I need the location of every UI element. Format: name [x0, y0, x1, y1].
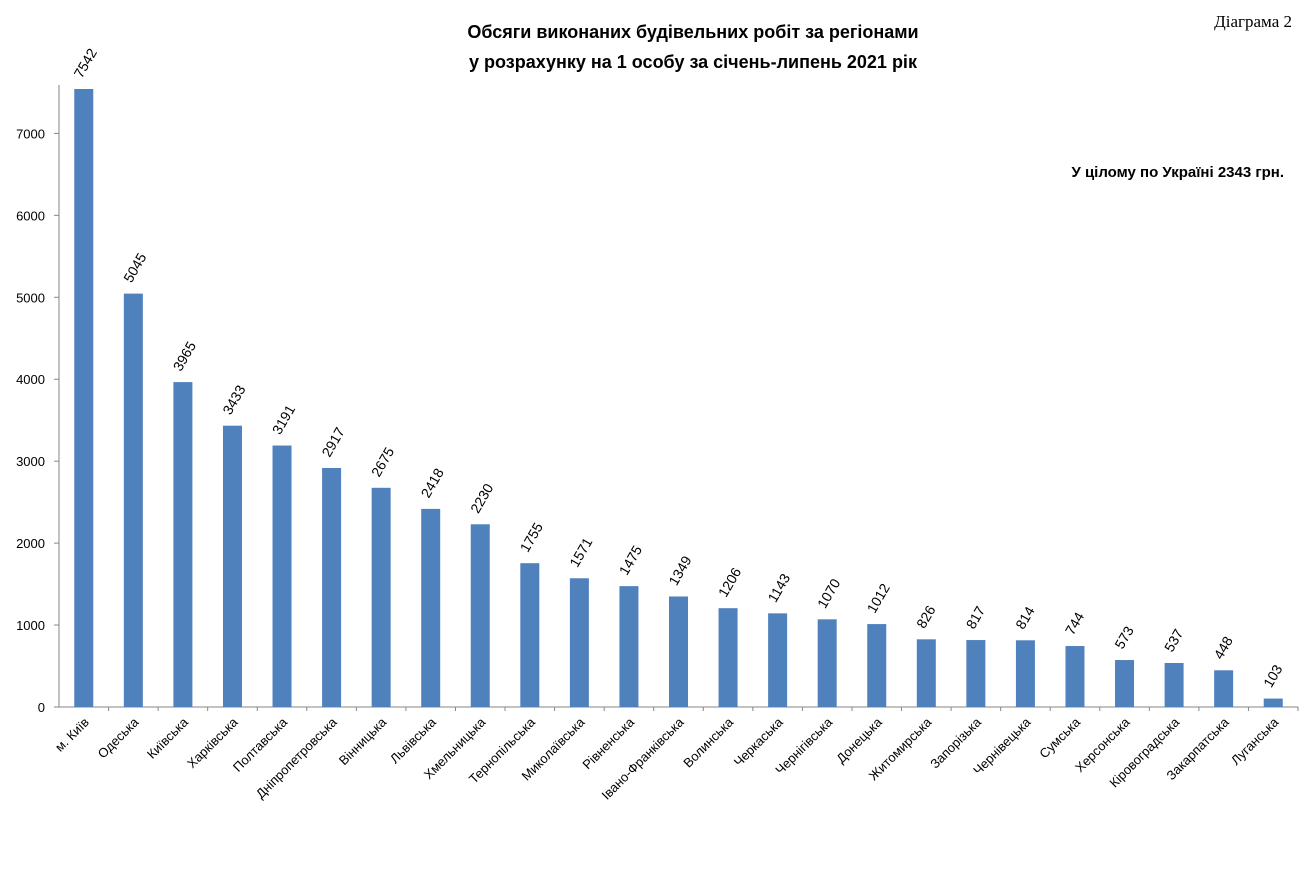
data-label: 2675 — [368, 444, 398, 479]
bar — [1015, 640, 1035, 707]
data-label: 1571 — [566, 535, 596, 570]
diagram-label: Діаграма 2 — [1214, 12, 1292, 31]
bar — [74, 89, 94, 707]
y-tick-label: 0 — [38, 700, 45, 715]
chart-title-line1: Обсяги виконаних будівельних робіт за ре… — [467, 22, 918, 42]
bar — [1164, 662, 1184, 707]
y-tick-label: 6000 — [16, 208, 45, 223]
data-label: 573 — [1111, 623, 1137, 651]
x-tick-label: Івано-Франківська — [598, 714, 687, 803]
bar — [123, 293, 143, 707]
x-tick-label: Львівська — [387, 714, 439, 766]
data-label: 814 — [1012, 603, 1038, 631]
bar — [520, 563, 540, 707]
bar — [1065, 646, 1085, 707]
bar — [569, 578, 589, 707]
y-tick-label: 3000 — [16, 454, 45, 469]
data-label: 1475 — [616, 542, 646, 577]
bar — [619, 586, 639, 707]
data-labels: 7542 5045 3965 3433 3191 2917 2675 2418 2230 1755… — [71, 45, 1286, 690]
bar — [470, 524, 490, 707]
y-tick-label: 4000 — [16, 372, 45, 387]
y-tick-label: 1000 — [16, 618, 45, 633]
bar — [421, 508, 441, 707]
data-label: 826 — [913, 602, 939, 630]
bar — [669, 596, 688, 707]
x-tick-label: Одеська — [95, 714, 142, 761]
bar — [817, 619, 837, 707]
y-tick-label: 7000 — [16, 126, 45, 141]
bar — [1115, 660, 1135, 707]
bar — [222, 425, 242, 707]
bar — [966, 640, 986, 707]
data-label: 3433 — [219, 382, 249, 417]
bar — [718, 608, 738, 707]
x-tick-label: Сумська — [1036, 714, 1083, 761]
bar — [916, 639, 936, 707]
bar — [1263, 698, 1283, 707]
summary-annotation: У цілому по Україні 2343 грн. — [1071, 164, 1284, 181]
data-label: 2917 — [318, 424, 348, 459]
bar — [1214, 670, 1234, 707]
data-label: 1012 — [863, 580, 893, 615]
y-axis-ticks: 0 1000 2000 3000 4000 5000 6000 7000 — [16, 126, 59, 715]
x-tick-label: Луганська — [1228, 714, 1282, 768]
bar — [768, 613, 788, 707]
y-tick-label: 5000 — [16, 290, 45, 305]
category-labels: м. Київ Одеська КиївськаХарківськаПолтавсь… — [52, 707, 1299, 803]
data-label: 3965 — [170, 338, 200, 373]
chart-title-line2: у розрахунку на 1 особу за січень-липень… — [469, 52, 918, 72]
data-label: 1755 — [517, 520, 547, 555]
data-label: 2230 — [467, 481, 497, 516]
x-tick-label: Вінницька — [336, 714, 390, 768]
data-label: 1070 — [814, 576, 844, 611]
data-label: 5045 — [120, 250, 150, 285]
bar — [272, 445, 292, 707]
x-tick-label: Київська — [144, 714, 192, 762]
data-label: 817 — [963, 603, 989, 631]
bars — [74, 89, 1283, 707]
data-label: 448 — [1210, 633, 1236, 661]
x-tick-label: м. Київ — [52, 714, 92, 754]
x-tick-label: Донецька — [833, 714, 885, 766]
data-label: 1143 — [764, 571, 793, 605]
data-label: 103 — [1260, 662, 1286, 690]
y-tick-label: 2000 — [16, 536, 45, 551]
bar — [173, 382, 193, 707]
data-label: 1206 — [715, 565, 745, 600]
bar — [371, 487, 391, 707]
data-label: 744 — [1062, 609, 1088, 637]
bar — [867, 624, 887, 707]
data-label: 7542 — [71, 45, 101, 80]
data-label: 2418 — [417, 465, 447, 500]
data-label: 1349 — [665, 553, 695, 588]
data-label: 537 — [1161, 626, 1187, 654]
x-tick-label: Волинська — [680, 714, 736, 770]
data-label: 3191 — [269, 402, 299, 437]
bar — [322, 467, 342, 707]
